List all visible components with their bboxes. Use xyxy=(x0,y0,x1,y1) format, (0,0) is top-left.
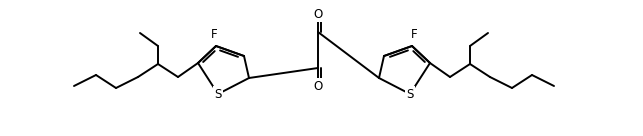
Text: F: F xyxy=(411,27,417,41)
Text: S: S xyxy=(214,87,222,101)
Text: F: F xyxy=(211,27,217,41)
Text: S: S xyxy=(406,87,413,101)
Text: O: O xyxy=(313,80,323,92)
Text: O: O xyxy=(313,7,323,21)
